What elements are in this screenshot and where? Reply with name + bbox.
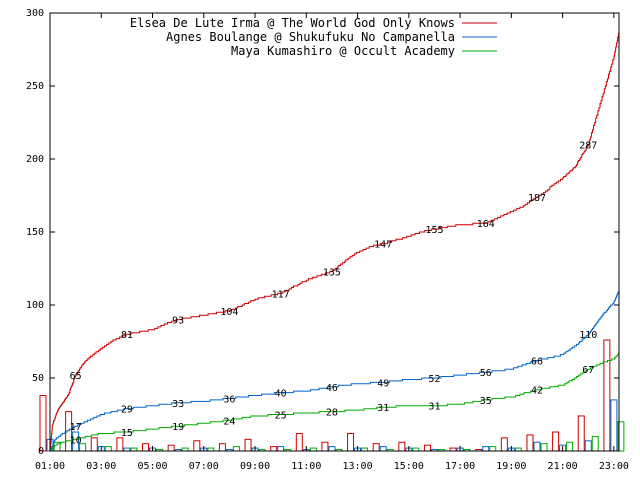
y-tick-label: 100 [26,300,44,311]
hourly-bar [489,446,497,452]
data-label: 36 [223,394,235,405]
hourly-bar [379,446,387,452]
data-label: 155 [425,225,443,236]
hourly-bar [104,446,112,452]
data-label: 35 [480,396,492,407]
x-tick-label: 13:00 [343,461,373,472]
data-label: 117 [272,289,290,300]
data-label: 67 [582,365,594,376]
x-tick-label: 05:00 [137,461,167,472]
data-label: 40 [275,389,287,400]
y-tick-label: 200 [26,154,44,165]
data-label: 19 [172,422,184,433]
hourly-bar [167,444,175,452]
data-label: 81 [121,330,133,341]
hourly-bar [277,446,285,452]
hourly-bar [617,421,625,452]
hourly-bar [591,435,599,452]
hourly-bar [193,440,201,452]
hourly-bar [423,444,431,452]
data-labels: 65 81 93 104 117 135 147 155 164 187 287 17 29 33 36 40… [70,140,598,446]
y-tick-label: 0 [38,446,44,457]
data-label: 164 [477,219,495,230]
series-line [50,352,620,452]
data-label: 31 [428,402,440,413]
hourly-bar [398,441,406,452]
hourly-bar [372,443,380,452]
y-tick-label: 150 [26,227,44,238]
x-tick-label: 07:00 [189,461,219,472]
data-label: 104 [220,307,238,318]
data-label: 17 [70,422,82,433]
hourly-bar [577,415,585,452]
hourly-bar [533,441,541,452]
data-label: 24 [223,416,235,427]
x-tick-label: 01:00 [35,461,65,472]
series-line [49,32,620,452]
data-label: 29 [121,405,133,416]
y-tick-label: 250 [26,81,44,92]
legend-label: Maya Kumashiro @ Occult Academy [231,44,455,58]
legend-label: Elsea De Lute Irma @ The World God Only … [130,16,455,30]
data-label: 10 [70,435,82,446]
hourly-bar [482,446,490,452]
cumulative-lines [49,32,620,452]
hourly-bar [603,339,611,452]
hourly-bar [39,395,47,452]
hourly-bar [526,434,534,452]
data-label: 56 [480,368,492,379]
hourly-bar [328,446,336,452]
data-label: 42 [531,386,543,397]
data-label: 66 [531,356,543,367]
hourly-bar [584,440,592,452]
hourly-bar [116,437,124,452]
hourly-bar [610,399,618,452]
hourly-bar [90,437,98,452]
hourly-bar [244,438,252,452]
data-label: 33 [172,399,184,410]
x-tick-label: 23:00 [599,461,629,472]
data-label: 49 [377,378,389,389]
x-tick-label: 19:00 [496,461,526,472]
data-label: 25 [275,411,287,422]
x-tick-label: 03:00 [86,461,116,472]
x-tick-label: 15:00 [394,461,424,472]
series-line [49,290,620,452]
y-tick-label: 300 [26,8,44,19]
x-tick-label: 11:00 [291,461,321,472]
hourly-bar [540,443,548,452]
data-label: 147 [374,240,392,251]
hourly-bar [552,431,560,452]
data-label: 93 [172,316,184,327]
legend: Elsea De Lute Irma @ The World God Only … [130,16,497,58]
x-tick-label: 21:00 [548,461,578,472]
hourly-bar [500,437,508,452]
hourly-bar [270,446,278,452]
data-label: 52 [428,374,440,385]
x-tick-label: 17:00 [445,461,475,472]
data-label: 110 [579,330,597,341]
y-axis-ticks: 0 50 100 150 200 250 300 [26,8,619,457]
data-label: 187 [528,193,546,204]
hourly-bar [295,432,303,452]
y-tick-label: 50 [32,373,44,384]
data-label: 135 [323,267,341,278]
legend-label: Agnes Boulange @ Shukufuku No Campanella [166,30,455,44]
data-label: 31 [377,403,389,414]
hourly-bar [321,441,329,452]
data-label: 65 [70,371,82,382]
data-label: 28 [326,408,338,419]
hourly-bar [347,432,355,452]
hourly-bar [566,441,574,452]
hourly-bar [218,443,226,452]
x-tick-label: 09:00 [240,461,270,472]
data-label: 15 [121,428,133,439]
data-label: 46 [326,383,338,394]
hourly-bar [232,446,240,452]
x-axis-ticks: 01:00 03:00 05:00 07:00 09:00 11:00 13:00 15:00… [35,13,629,472]
data-label: 287 [579,140,597,151]
hourly-bar [142,443,150,452]
